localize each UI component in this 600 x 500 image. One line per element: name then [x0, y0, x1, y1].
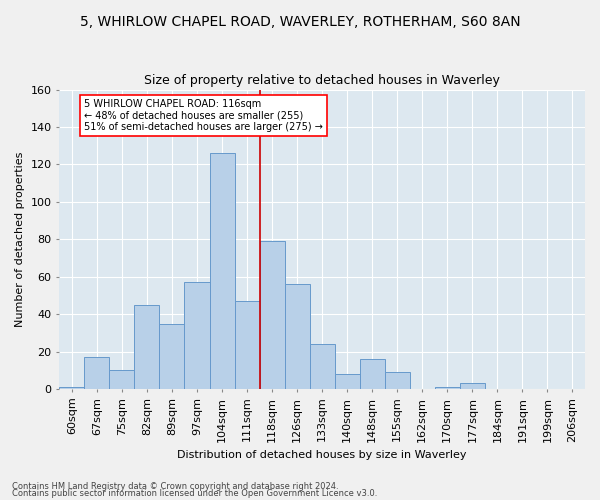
- Bar: [235, 301, 260, 389]
- Bar: [160, 324, 184, 389]
- Text: 5, WHIRLOW CHAPEL ROAD, WAVERLEY, ROTHERHAM, S60 8AN: 5, WHIRLOW CHAPEL ROAD, WAVERLEY, ROTHER…: [80, 15, 520, 29]
- Bar: [209, 153, 235, 389]
- Bar: [59, 387, 85, 389]
- Bar: [310, 344, 335, 389]
- Bar: [109, 370, 134, 389]
- Y-axis label: Number of detached properties: Number of detached properties: [15, 152, 25, 327]
- X-axis label: Distribution of detached houses by size in Waverley: Distribution of detached houses by size …: [178, 450, 467, 460]
- Bar: [284, 284, 310, 389]
- Title: Size of property relative to detached houses in Waverley: Size of property relative to detached ho…: [144, 74, 500, 87]
- Bar: [134, 305, 160, 389]
- Bar: [260, 241, 284, 389]
- Text: 5 WHIRLOW CHAPEL ROAD: 116sqm
← 48% of detached houses are smaller (255)
51% of : 5 WHIRLOW CHAPEL ROAD: 116sqm ← 48% of d…: [85, 99, 323, 132]
- Bar: [335, 374, 360, 389]
- Bar: [184, 282, 209, 389]
- Text: Contains HM Land Registry data © Crown copyright and database right 2024.: Contains HM Land Registry data © Crown c…: [12, 482, 338, 491]
- Text: Contains public sector information licensed under the Open Government Licence v3: Contains public sector information licen…: [12, 489, 377, 498]
- Bar: [460, 384, 485, 389]
- Bar: [85, 357, 109, 389]
- Bar: [385, 372, 410, 389]
- Bar: [360, 359, 385, 389]
- Bar: [435, 387, 460, 389]
